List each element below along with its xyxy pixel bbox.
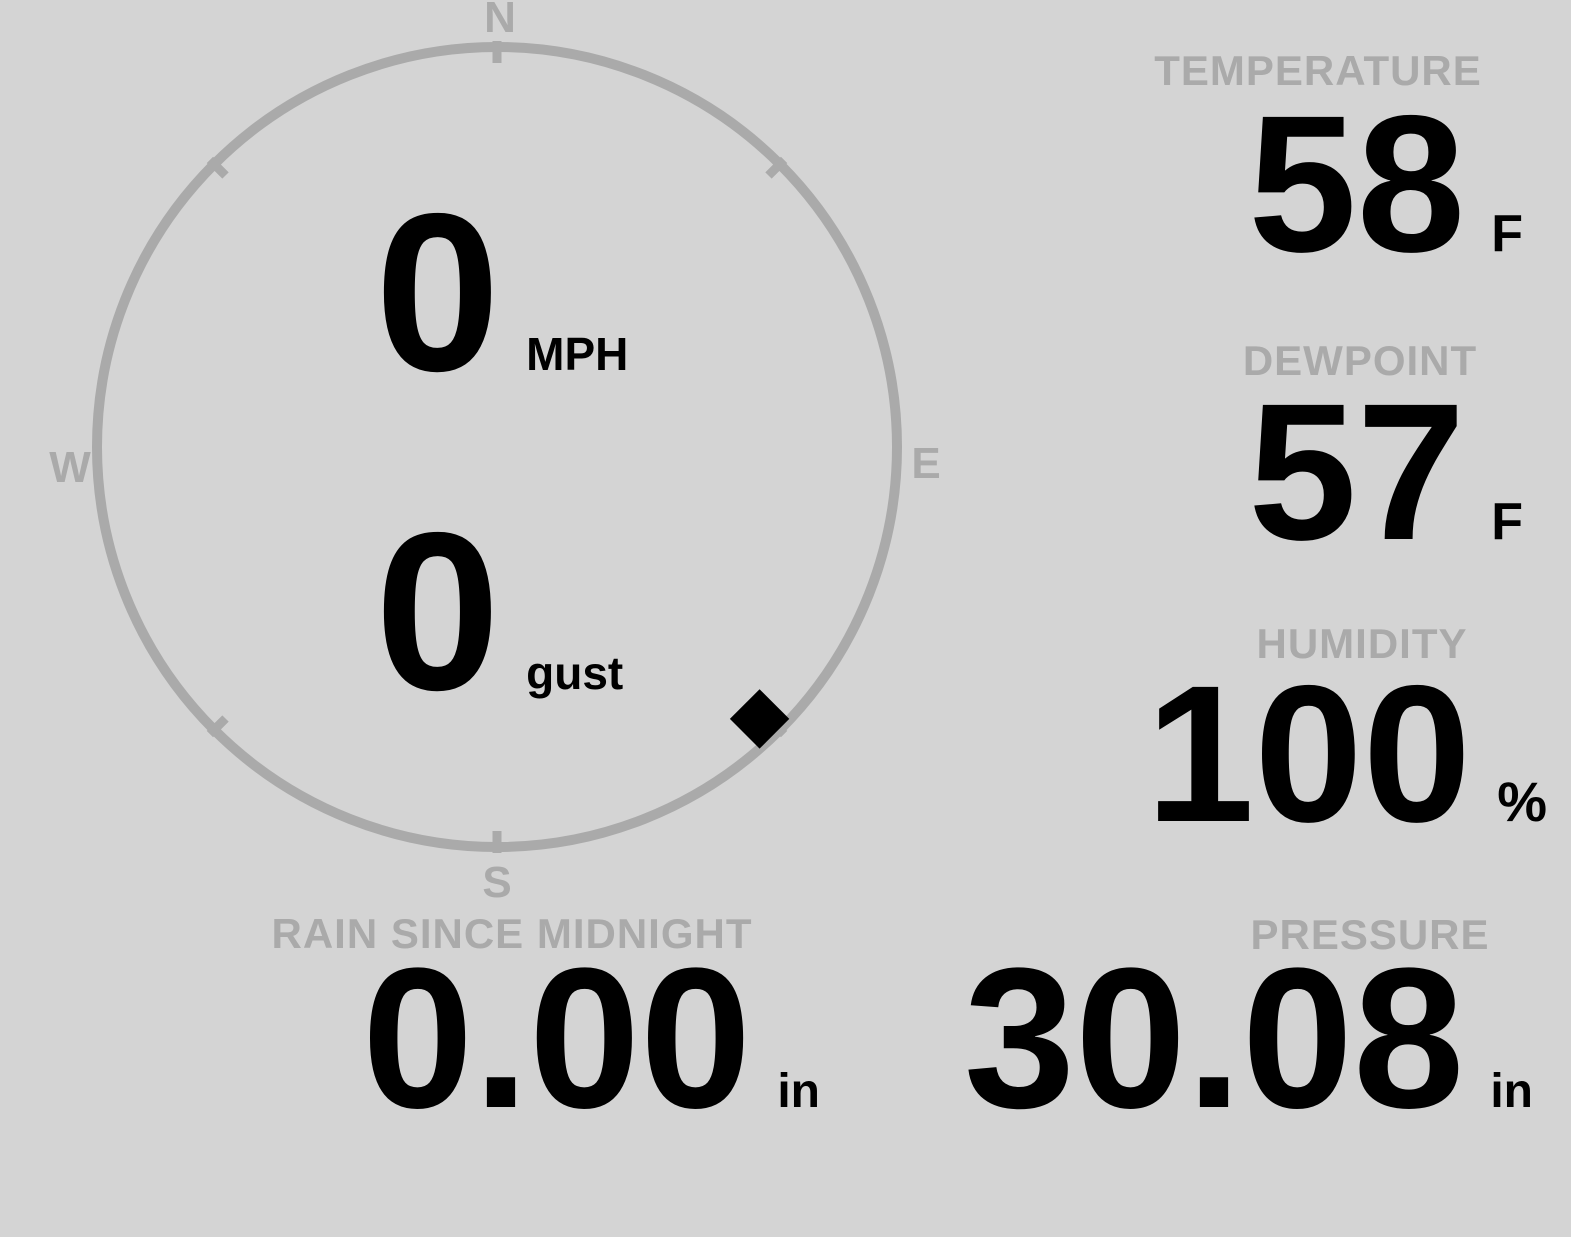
compass-label-south: S [482, 858, 512, 907]
pressure-reading: 30.08 in [964, 939, 1533, 1139]
rain-value: 0.00 [362, 927, 752, 1150]
temperature-unit: F [1491, 205, 1523, 263]
wind-gust: 0 gust [375, 499, 623, 724]
wind-direction-marker-icon [729, 689, 790, 749]
humidity-reading: 100 % [1146, 657, 1547, 852]
temperature-reading: 58 F [1248, 87, 1523, 282]
compass-label-north: N [484, 0, 516, 42]
wind-speed: 0 MPH [375, 180, 628, 405]
compass-label-east: E [911, 439, 941, 488]
pressure-label: PRESSURE [1250, 911, 1490, 958]
humidity-unit: % [1497, 770, 1547, 833]
dewpoint-reading: 57 F [1248, 375, 1523, 570]
wind-gust-value: 0 [375, 485, 501, 737]
wind-gust-unit: gust [526, 647, 624, 699]
pressure-unit: in [1490, 1065, 1533, 1118]
rain-label: RAIN SINCE MIDNIGHT [271, 910, 753, 957]
rain-unit: in [777, 1065, 820, 1118]
wind-compass-dial [92, 41, 902, 853]
dewpoint-label: DEWPOINT [1242, 337, 1478, 384]
wind-speed-unit: MPH [526, 328, 629, 380]
compass-label-west: W [49, 443, 91, 492]
pressure-value: 30.08 [963, 927, 1465, 1150]
rain-reading: 0.00 in [362, 939, 820, 1139]
humidity-label: HUMIDITY [1256, 620, 1468, 667]
humidity-value: 100 [1145, 645, 1472, 863]
dewpoint-unit: F [1491, 493, 1523, 551]
dewpoint-value: 57 [1248, 363, 1466, 581]
wind-speed-value: 0 [375, 166, 501, 418]
temperature-value: 58 [1248, 75, 1466, 293]
temperature-label: TEMPERATURE [1154, 47, 1482, 94]
